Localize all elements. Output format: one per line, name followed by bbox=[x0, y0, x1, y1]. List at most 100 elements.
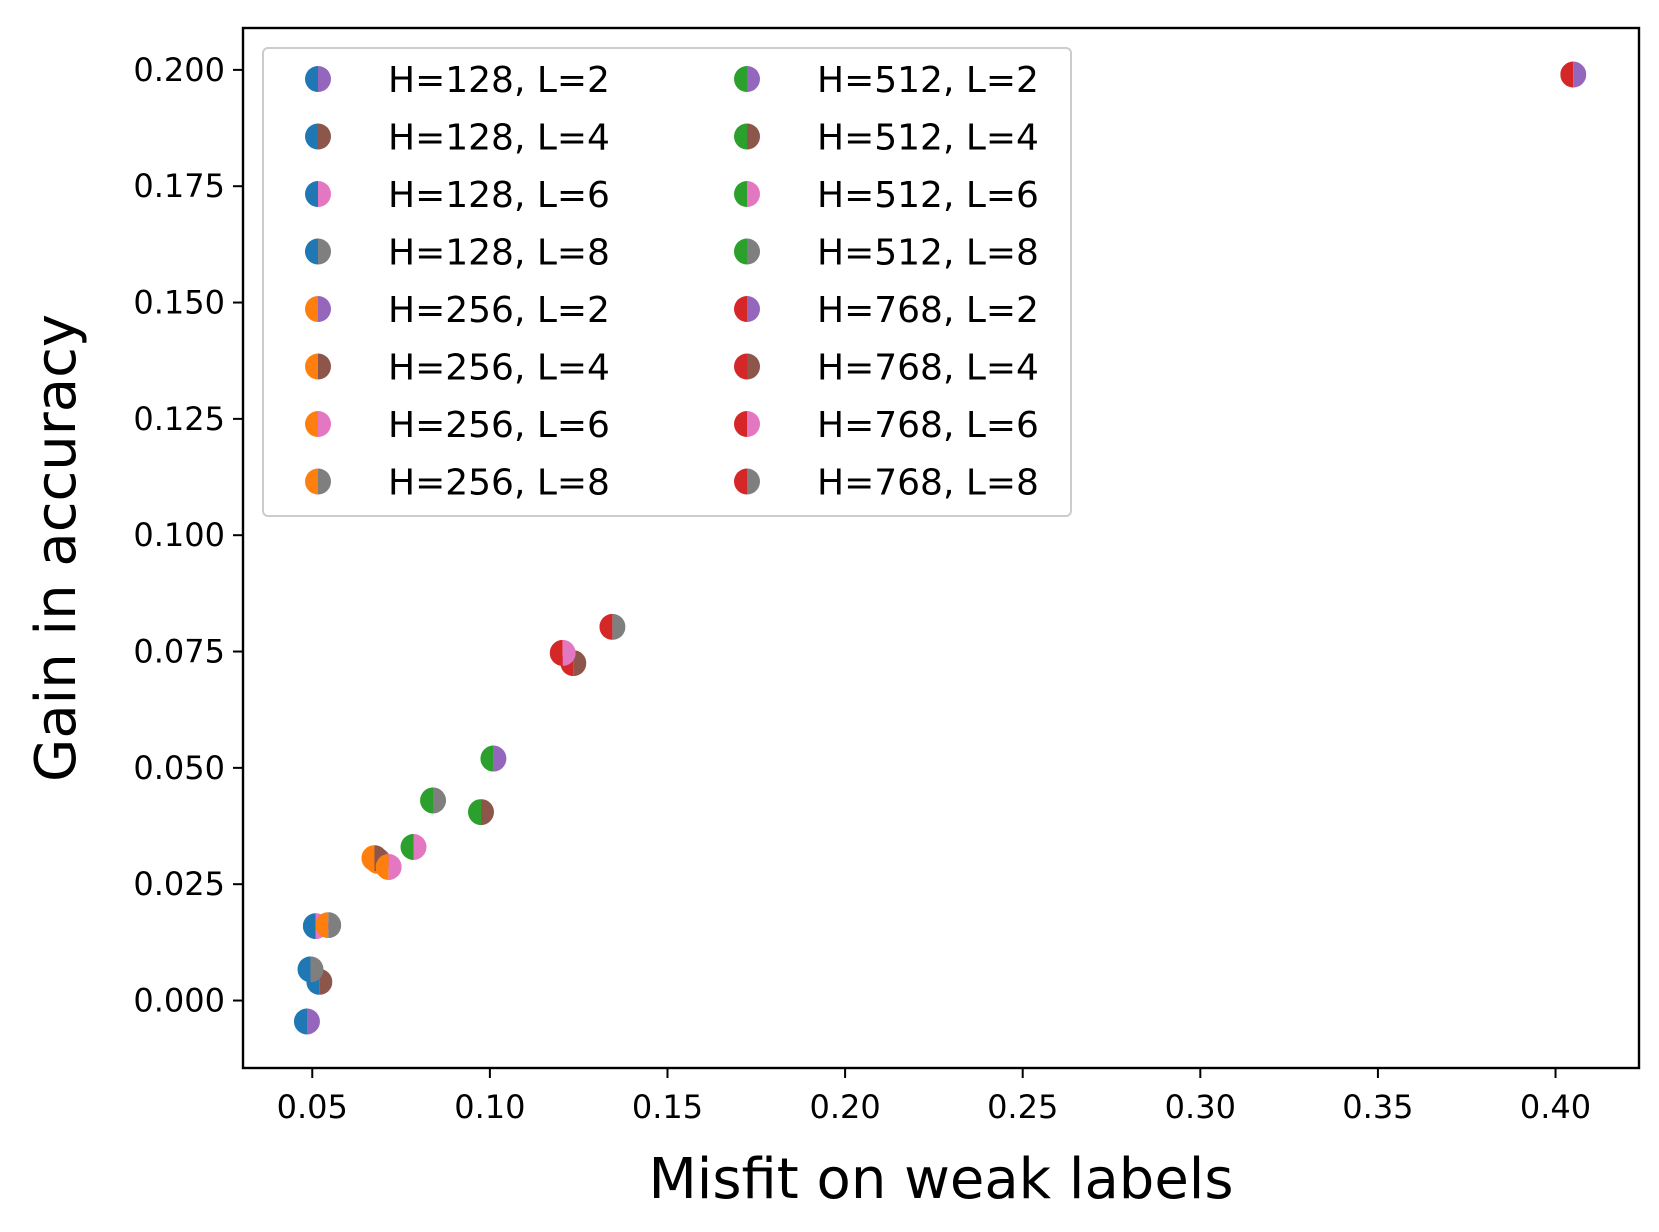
y-tick-label: 0.175 bbox=[133, 167, 225, 205]
data-point-right-half bbox=[562, 639, 576, 666]
data-point bbox=[1560, 61, 1587, 88]
data-point-right-half bbox=[573, 650, 587, 677]
legend-marker-left-half bbox=[305, 296, 318, 322]
data-point-left-half bbox=[400, 833, 414, 860]
data-point-right-half bbox=[612, 613, 626, 640]
y-tick-label: 0.025 bbox=[133, 865, 225, 903]
legend-marker bbox=[734, 66, 760, 92]
data-point-left-half bbox=[480, 745, 494, 772]
legend-marker bbox=[734, 296, 760, 322]
legend-label: H=256, L=4 bbox=[388, 348, 610, 389]
legend-marker-left-half bbox=[305, 123, 318, 150]
y-tick-label: 0.000 bbox=[133, 982, 225, 1020]
data-point-left-half bbox=[420, 787, 434, 814]
data-point-right-half bbox=[388, 853, 402, 880]
legend-marker bbox=[734, 411, 760, 437]
legend-marker-left-half bbox=[734, 468, 747, 495]
y-tick-label: 0.100 bbox=[133, 516, 225, 554]
data-point bbox=[599, 613, 626, 640]
legend-marker-right-half bbox=[747, 468, 760, 495]
legend-marker-left-half bbox=[305, 468, 318, 495]
data-point-left-half bbox=[302, 913, 316, 940]
legend-marker-left-half bbox=[305, 238, 318, 265]
legend-marker bbox=[305, 238, 331, 265]
data-point bbox=[293, 1008, 320, 1035]
x-tick-label: 0.05 bbox=[277, 1088, 348, 1126]
legend-marker-right-half bbox=[747, 353, 760, 380]
legend-marker bbox=[734, 123, 760, 150]
legend-label: H=512, L=4 bbox=[817, 118, 1039, 159]
scatter-points bbox=[293, 61, 1587, 1035]
legend-marker bbox=[305, 296, 331, 322]
y-tick-label: 0.050 bbox=[133, 749, 225, 787]
x-tick-label: 0.25 bbox=[987, 1088, 1058, 1126]
legend-marker bbox=[734, 468, 760, 495]
legend-marker-right-half bbox=[318, 123, 331, 150]
data-point bbox=[297, 956, 324, 983]
y-axis-ticks: 0.000 0.025 0.050 0.075 0.100 0.125 0.150 0.175… bbox=[133, 51, 243, 1020]
data-point bbox=[420, 787, 447, 814]
x-tick-label: 0.30 bbox=[1165, 1088, 1236, 1126]
data-point-left-half bbox=[375, 853, 389, 880]
y-tick-label: 0.150 bbox=[133, 284, 225, 322]
legend-marker-right-half bbox=[318, 296, 331, 322]
legend-marker bbox=[734, 181, 760, 207]
data-point-right-half bbox=[1573, 61, 1587, 88]
legend-marker bbox=[305, 353, 331, 380]
legend-marker-right-half bbox=[747, 123, 760, 150]
legend-box bbox=[262, 47, 1072, 517]
legend-marker-left-half bbox=[305, 181, 318, 207]
data-point-left-half bbox=[293, 1008, 307, 1035]
legend-marker-right-half bbox=[318, 181, 331, 207]
plot-frame bbox=[241, 26, 1641, 1070]
legend-marker-right-half bbox=[318, 353, 331, 380]
legend-marker bbox=[305, 66, 331, 92]
data-point-right-half bbox=[413, 833, 427, 860]
legend-marker-left-half bbox=[734, 181, 747, 207]
legend-marker-right-half bbox=[747, 181, 760, 207]
data-point bbox=[315, 912, 342, 939]
legend-label: H=128, L=2 bbox=[388, 60, 610, 101]
x-axis-title: Misfit on weak labels bbox=[648, 1147, 1233, 1212]
legend-label: H=256, L=2 bbox=[388, 290, 610, 331]
data-point bbox=[375, 853, 402, 880]
data-point-right-half bbox=[306, 1008, 320, 1035]
data-point-left-half bbox=[467, 799, 481, 826]
legend-marker-right-half bbox=[318, 66, 331, 92]
data-point-right-half bbox=[310, 956, 324, 983]
legend-label: H=768, L=4 bbox=[817, 348, 1039, 389]
legend-label: H=512, L=2 bbox=[817, 60, 1039, 101]
legend-label: H=512, L=6 bbox=[817, 175, 1039, 216]
data-point-left-half bbox=[361, 845, 375, 872]
data-point-left-half bbox=[599, 613, 613, 640]
data-point bbox=[480, 745, 507, 772]
legend-label: H=128, L=6 bbox=[388, 175, 610, 216]
legend-marker-right-half bbox=[318, 468, 331, 495]
legend-marker bbox=[734, 238, 760, 265]
legend-label: H=256, L=8 bbox=[388, 463, 610, 504]
legend-marker-left-half bbox=[734, 411, 747, 437]
x-tick-label: 0.10 bbox=[454, 1088, 525, 1126]
data-point bbox=[549, 639, 576, 666]
legend-label: H=768, L=2 bbox=[817, 290, 1039, 331]
legend-label: H=768, L=6 bbox=[817, 405, 1039, 446]
legend-label: H=768, L=8 bbox=[817, 463, 1039, 504]
data-point-right-half bbox=[493, 745, 507, 772]
y-tick-label: 0.125 bbox=[133, 400, 225, 438]
legend-marker-left-half bbox=[305, 66, 318, 92]
x-tick-label: 0.15 bbox=[632, 1088, 703, 1126]
legend-marker-right-half bbox=[747, 66, 760, 92]
legend-marker bbox=[305, 411, 331, 437]
legend-marker-left-half bbox=[734, 353, 747, 380]
legend-marker bbox=[305, 181, 331, 207]
legend-marker-left-half bbox=[734, 238, 747, 265]
legend-marker bbox=[305, 468, 331, 495]
data-point-right-half bbox=[433, 787, 447, 814]
data-point-left-half bbox=[549, 639, 563, 666]
y-tick-label: 0.200 bbox=[133, 51, 225, 89]
legend-marker-left-half bbox=[305, 411, 318, 437]
y-tick-label: 0.075 bbox=[133, 633, 225, 671]
legend-marker-right-half bbox=[747, 296, 760, 322]
legend-label: H=128, L=4 bbox=[388, 118, 610, 159]
